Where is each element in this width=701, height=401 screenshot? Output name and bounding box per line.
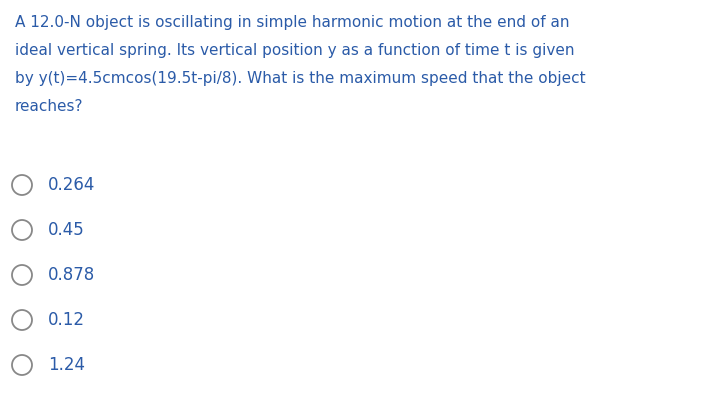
Text: by y(t)=4.5cmcos(19.5t-pi/8). What is the maximum speed that the object: by y(t)=4.5cmcos(19.5t-pi/8). What is th… [15,71,585,86]
Text: 0.45: 0.45 [48,221,85,239]
Text: 0.12: 0.12 [48,311,85,329]
Text: reaches?: reaches? [15,99,83,114]
Text: 1.24: 1.24 [48,356,85,374]
Text: 0.878: 0.878 [48,266,95,284]
Text: 0.264: 0.264 [48,176,95,194]
Text: ideal vertical spring. Its vertical position y as a function of time t is given: ideal vertical spring. Its vertical posi… [15,43,575,58]
Text: A 12.0-N object is oscillating in simple harmonic motion at the end of an: A 12.0-N object is oscillating in simple… [15,15,569,30]
